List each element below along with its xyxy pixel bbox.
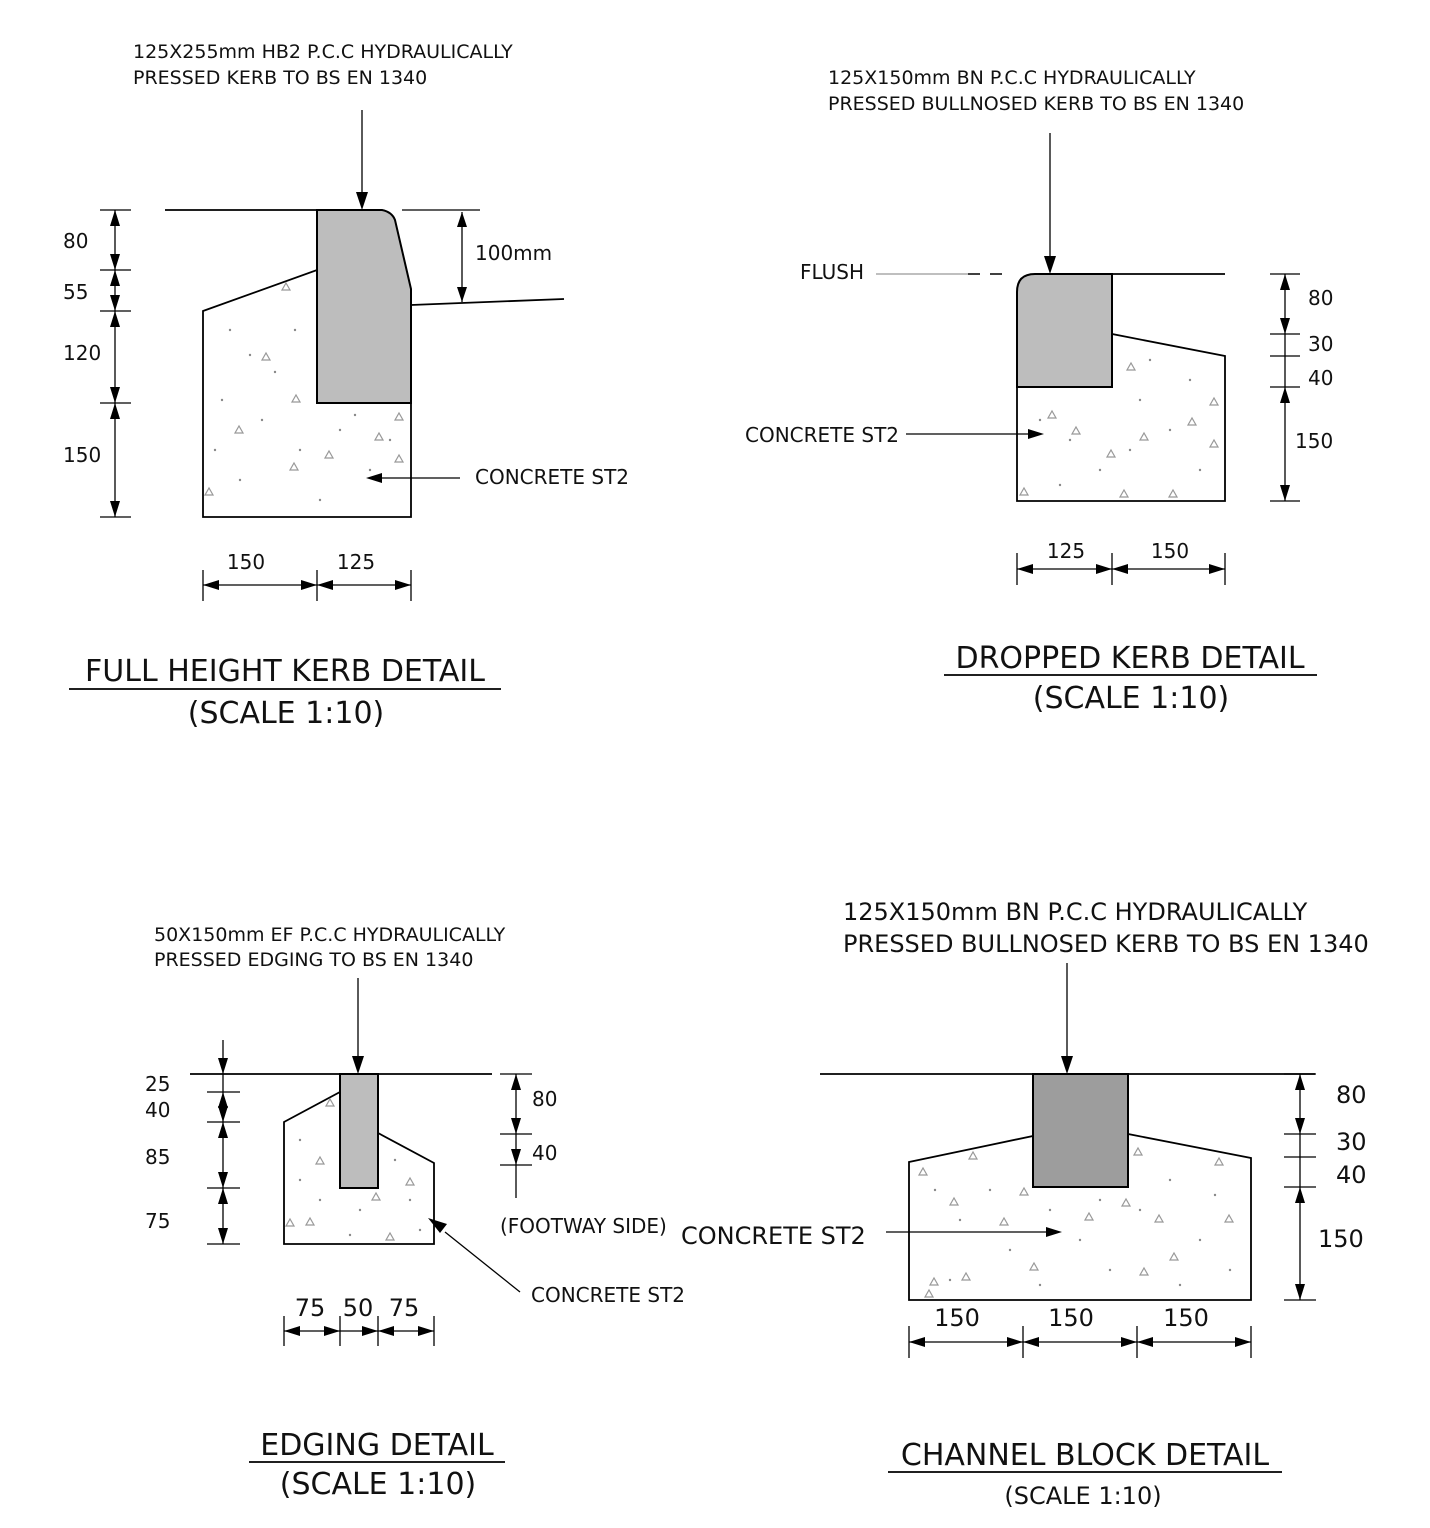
dropped-dim-40: 40 <box>1308 366 1333 390</box>
dropped-note-line1: 125X150mm BN P.C.C HYDRAULICALLY <box>828 67 1196 89</box>
dropped-dim-30: 30 <box>1308 332 1333 356</box>
full-height-carriageway-level <box>410 298 565 306</box>
edging-dim-25: 25 <box>145 1072 170 1096</box>
edging-detail: 50X150mm EF P.C.C HYDRAULICALLY PRESSED … <box>145 924 685 1502</box>
channel-width-150a: 150 <box>934 1304 980 1332</box>
edging-right-40: 40 <box>532 1141 557 1165</box>
dropped-scale: (SCALE 1:10) <box>1033 681 1230 716</box>
edging-dim-85: 85 <box>145 1145 170 1169</box>
full-height-dim-55: 55 <box>63 280 88 304</box>
full-height-scale: (SCALE 1:10) <box>188 696 385 731</box>
channel-width-150b: 150 <box>1048 1304 1094 1332</box>
channel-width-150c: 150 <box>1163 1304 1209 1332</box>
full-height-hb2-kerb <box>316 209 412 404</box>
dropped-vertical-dims <box>1270 273 1300 502</box>
dropped-concrete-texture <box>1018 358 1220 498</box>
edging-left-dims <box>207 1040 240 1245</box>
channel-dim-30: 30 <box>1336 1128 1367 1156</box>
full-height-width-150: 150 <box>227 550 265 574</box>
edging-title: EDGING DETAIL <box>260 1428 494 1463</box>
channel-dim-40: 40 <box>1336 1161 1367 1189</box>
channel-block-detail: 125X150mm BN P.C.C HYDRAULICALLY PRESSED… <box>681 898 1369 1510</box>
full-height-vertical-dims <box>100 209 131 518</box>
channel-vertical-dims <box>1284 1073 1316 1301</box>
channel-note-line1: 125X150mm BN P.C.C HYDRAULICALLY <box>843 898 1308 926</box>
full-height-dim-120: 120 <box>63 341 101 365</box>
full-height-note-line1: 125X255mm HB2 P.C.C HYDRAULICALLY <box>133 41 513 63</box>
edging-footway-label: (FOOTWAY SIDE) <box>500 1214 667 1238</box>
channel-concrete-texture <box>917 1146 1235 1298</box>
edging-right-dims <box>500 1073 532 1198</box>
edging-note-line2: PRESSED EDGING TO BS EN 1340 <box>154 949 473 971</box>
full-height-concrete-texture <box>203 281 405 502</box>
dropped-width-150: 150 <box>1151 539 1189 563</box>
edging-width-75b: 75 <box>389 1294 420 1322</box>
full-height-width-dims <box>202 570 412 601</box>
edging-concrete-texture <box>284 1097 422 1241</box>
channel-dim-150: 150 <box>1318 1225 1364 1253</box>
channel-note-line2: PRESSED BULLNOSED KERB TO BS EN 1340 <box>843 930 1369 958</box>
dropped-concrete-label: CONCRETE ST2 <box>745 423 899 447</box>
edging-dim-75: 75 <box>145 1209 170 1233</box>
dropped-dim-80: 80 <box>1308 286 1333 310</box>
full-height-kerb-detail: 125X255mm HB2 P.C.C HYDRAULICALLY PRESSE… <box>63 41 629 731</box>
full-height-dim-80: 80 <box>63 229 88 253</box>
dropped-title: DROPPED KERB DETAIL <box>955 641 1304 676</box>
edging-right-80: 80 <box>532 1087 557 1111</box>
dropped-flush-label: FLUSH <box>800 260 864 284</box>
channel-title: CHANNEL BLOCK DETAIL <box>901 1438 1270 1473</box>
dropped-note-line2: PRESSED BULLNOSED KERB TO BS EN 1340 <box>828 93 1244 115</box>
full-height-upstand-label: 100mm <box>475 241 552 265</box>
dropped-dim-150: 150 <box>1295 429 1333 453</box>
full-height-width-125: 125 <box>337 550 375 574</box>
edging-width-75a: 75 <box>295 1294 326 1322</box>
full-height-dim-150: 150 <box>63 443 101 467</box>
edging-note-line1: 50X150mm EF P.C.C HYDRAULICALLY <box>154 924 506 946</box>
channel-width-dims <box>908 1326 1252 1358</box>
dropped-width-125: 125 <box>1047 539 1085 563</box>
channel-block <box>1032 1073 1129 1188</box>
dropped-bullnosed-kerb <box>1016 273 1113 388</box>
channel-scale: (SCALE 1:10) <box>1004 1482 1161 1510</box>
dropped-width-dims <box>1016 553 1226 585</box>
channel-dim-80: 80 <box>1336 1081 1367 1109</box>
full-height-note-arrowhead <box>356 192 368 210</box>
full-height-note-line2: PRESSED KERB TO BS EN 1340 <box>133 67 427 89</box>
dropped-kerb-detail: 125X150mm BN P.C.C HYDRAULICALLY PRESSED… <box>745 67 1333 716</box>
edging-kerb <box>339 1073 379 1189</box>
channel-concrete-label: CONCRETE ST2 <box>681 1222 866 1250</box>
full-height-title: FULL HEIGHT KERB DETAIL <box>85 654 485 689</box>
full-height-concrete-label: CONCRETE ST2 <box>475 465 629 489</box>
edging-width-50: 50 <box>343 1294 374 1322</box>
edging-dim-40: 40 <box>145 1098 170 1122</box>
edging-concrete-label: CONCRETE ST2 <box>531 1283 685 1307</box>
edging-width-dims <box>283 1316 435 1346</box>
edging-scale: (SCALE 1:10) <box>280 1467 477 1502</box>
